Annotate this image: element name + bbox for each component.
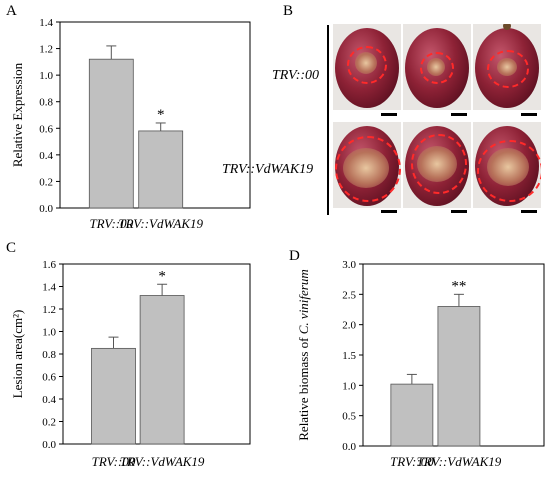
y-axis-label-part: Relative biomass of <box>296 334 311 441</box>
y-tick-label: 1.2 <box>42 304 56 316</box>
scale-bar <box>381 113 397 116</box>
significance-marker: ** <box>451 278 466 294</box>
y-tick-label: 0.2 <box>39 176 53 188</box>
photo-row-label-vdwak19: TRV::VdWAK19 <box>222 162 314 177</box>
y-axis-label: Lesion area(cm²) <box>10 310 25 399</box>
y-tick-label: 3.0 <box>342 259 356 271</box>
y-axis-label: Relative Expression <box>10 62 25 167</box>
bar <box>437 306 481 447</box>
x-category-label: TRV::00 <box>92 454 136 469</box>
y-tick-label: 2.0 <box>342 320 356 332</box>
grape-photo <box>403 24 471 110</box>
scale-bar <box>521 113 537 116</box>
y-tick-label: 0.0 <box>42 439 56 451</box>
y-axis-label-part: C. viniferum <box>296 269 311 334</box>
y-tick-label: 1.0 <box>342 380 356 392</box>
panel-letter-a: A <box>6 3 17 19</box>
y-tick-label: 0.4 <box>39 150 53 162</box>
scale-bar <box>451 210 467 213</box>
scale-bar <box>381 210 397 213</box>
y-tick-label: 1.4 <box>42 282 56 294</box>
y-tick-label: 0.6 <box>42 372 56 384</box>
grape-photo <box>473 122 541 208</box>
bar <box>139 295 185 445</box>
y-tick-label: 0.2 <box>42 417 56 429</box>
bar <box>88 58 134 209</box>
y-tick-label: 0.8 <box>42 349 56 361</box>
bar <box>138 130 184 209</box>
y-axis-label-part: Relative Expression <box>10 62 25 167</box>
y-tick-label: 1.6 <box>42 259 56 271</box>
photo-row-label-control: TRV::00 <box>272 68 320 83</box>
y-tick-label: 0.0 <box>342 441 356 453</box>
photo-divider-line <box>327 25 329 215</box>
y-axis-label: Relative biomass of C. viniferum <box>296 269 311 441</box>
chart-a: 0.0 0.2 0.4 0.6 0.8 1.0 1.2 1.4 Relative Express… <box>10 17 251 231</box>
bar <box>91 347 136 445</box>
grape-photo <box>473 24 541 110</box>
scale-bar <box>451 113 467 116</box>
grape-photo <box>403 122 471 208</box>
y-tick-label: 0.0 <box>39 203 53 215</box>
panel-letter-c: C <box>6 240 17 256</box>
bar <box>390 383 434 447</box>
y-tick-label: 0.4 <box>42 394 56 406</box>
chart-c: 0.0 0.2 0.4 0.6 0.8 1.0 1.2 1.4 1.6 Lesion area(c… <box>10 259 251 469</box>
x-category-label: TRV::VdWAK19 <box>118 216 203 231</box>
y-tick-label: 1.0 <box>39 70 53 82</box>
x-category-label: TRV::VdWAK19 <box>120 454 205 469</box>
x-category-label: TRV::00 <box>390 454 434 469</box>
panel-letter-d: D <box>289 248 300 264</box>
panel-letter-b: B <box>283 3 294 19</box>
y-tick-label: 1.5 <box>342 350 356 362</box>
significance-marker: * <box>158 268 166 284</box>
significance-marker: * <box>157 107 165 123</box>
chart-d: 0.0 0.5 1.0 1.5 2.0 2.5 3.0 Relative biomass of… <box>296 259 545 469</box>
y-axis-label-part: Lesion area(cm²) <box>10 310 25 399</box>
y-tick-label: 0.6 <box>39 123 53 135</box>
y-tick-label: 0.5 <box>342 411 356 423</box>
y-tick-label: 1.2 <box>39 44 53 56</box>
y-tick-label: 1.0 <box>42 327 56 339</box>
y-tick-label: 2.5 <box>342 289 356 301</box>
scale-bar <box>521 210 537 213</box>
y-tick-label: 1.4 <box>39 17 53 29</box>
x-category-label: TRV::VdWAK19 <box>417 454 502 469</box>
y-tick-label: 0.8 <box>39 97 53 109</box>
x-category-label: TRV::00 <box>89 216 133 231</box>
grape-photo <box>333 122 401 208</box>
grape-photo <box>333 24 401 110</box>
